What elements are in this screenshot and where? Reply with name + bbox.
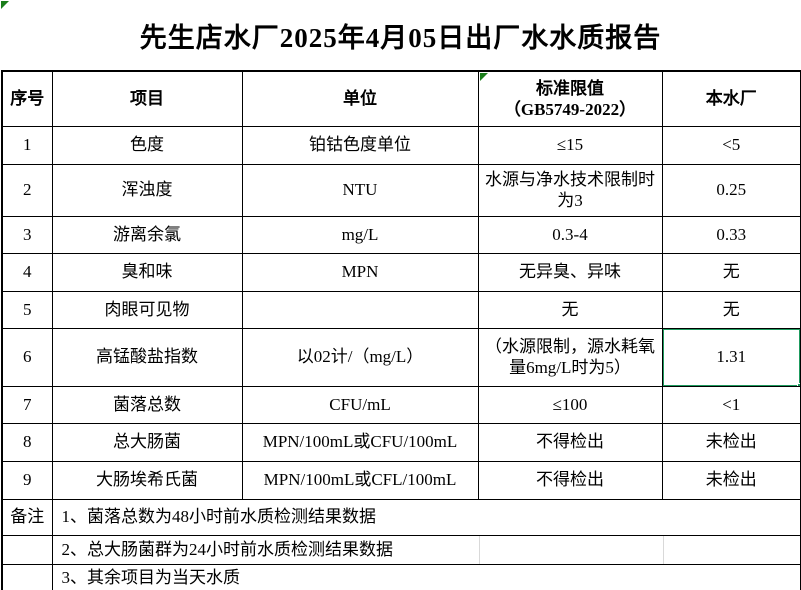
cell-item[interactable]: 大肠埃希氏菌	[51, 460, 243, 500]
table-row: 2 浑浊度 NTU 水源与净水技术限制时为3 0.25	[1, 163, 801, 217]
gridline	[478, 536, 480, 563]
note-text: 2、总大肠菌群为24小时前水质检测结果数据	[61, 539, 394, 559]
cell-limit[interactable]: 无异臭、异味	[477, 252, 663, 292]
cell-value[interactable]: <1	[661, 385, 801, 424]
title-cell[interactable]: 先生店水厂2025年4月05日出厂水水质报告	[0, 0, 801, 70]
cell-item[interactable]: 菌落总数	[51, 385, 243, 424]
table-row: 7 菌落总数 CFU/mL ≤100 <1	[1, 385, 801, 424]
cell-limit[interactable]: 不得检出	[477, 460, 663, 500]
table-row: 5 肉眼可见物 无 无	[1, 290, 801, 329]
cell-value[interactable]: 0.33	[661, 215, 801, 254]
gridline	[662, 536, 664, 563]
water-quality-table: 序号 项目 单位 标准限值 （GB5749-2022） 本水厂 1 色度 铂钴色…	[1, 70, 801, 590]
col-header-limit[interactable]: 标准限值 （GB5749-2022）	[477, 70, 663, 127]
table-row: 1 色度 铂钴色度单位 ≤15 <5	[1, 125, 801, 165]
cell-unit[interactable]: 铂钴色度单位	[241, 125, 479, 165]
col-header-limit-label: 标准限值 （GB5749-2022）	[503, 78, 637, 119]
cell-no[interactable]: 9	[1, 460, 53, 500]
cell-item[interactable]: 肉眼可见物	[51, 290, 243, 329]
cell-item[interactable]: 臭和味	[51, 252, 243, 292]
col-header-item[interactable]: 项目	[51, 70, 243, 127]
table-row: 3 游离余氯 mg/L 0.3-4 0.33	[1, 215, 801, 254]
selected-cell-value: 1.31	[716, 347, 747, 367]
cell-no[interactable]: 6	[1, 327, 53, 387]
cell-item[interactable]: 总大肠菌	[51, 422, 243, 462]
note-cell[interactable]: 3、其余项目为当天水质	[51, 563, 801, 590]
notes-empty-cell[interactable]	[1, 563, 53, 590]
cell-unit[interactable]: MPN	[241, 252, 479, 292]
cell-value[interactable]: 无	[661, 290, 801, 329]
cell-value[interactable]: <5	[661, 125, 801, 165]
cell-unit[interactable]: mg/L	[241, 215, 479, 254]
note-cell[interactable]: 2、总大肠菌群为24小时前水质检测结果数据	[51, 534, 801, 565]
cell-unit[interactable]	[241, 290, 479, 329]
cell-item[interactable]: 高锰酸盐指数	[51, 327, 243, 387]
cell-value[interactable]: 未检出	[661, 460, 801, 500]
page-title: 先生店水厂2025年4月05日出厂水水质报告	[139, 22, 662, 53]
table-row: 4 臭和味 MPN 无异臭、异味 无	[1, 252, 801, 292]
notes-empty-cell[interactable]	[1, 534, 53, 565]
note-cell[interactable]: 1、菌落总数为48小时前水质检测结果数据	[51, 498, 801, 536]
cell-no[interactable]: 1	[1, 125, 53, 165]
notes-row: 3、其余项目为当天水质	[1, 563, 801, 590]
cell-value[interactable]: 0.25	[661, 163, 801, 217]
cell-no[interactable]: 7	[1, 385, 53, 424]
cell-limit[interactable]: 不得检出	[477, 422, 663, 462]
cell-limit[interactable]: 水源与净水技术限制时为3	[477, 163, 663, 217]
table-row: 9 大肠埃希氏菌 MPN/100mL或CFL/100mL 不得检出 未检出	[1, 460, 801, 500]
cell-no[interactable]: 2	[1, 163, 53, 217]
cell-value-selected[interactable]: 1.31	[661, 327, 801, 387]
cell-no[interactable]: 3	[1, 215, 53, 254]
notes-label-cell[interactable]: 备注	[1, 498, 53, 536]
cell-unit[interactable]: 以02计/（mg/L）	[241, 327, 479, 387]
cell-no[interactable]: 5	[1, 290, 53, 329]
table-row: 6 高锰酸盐指数 以02计/（mg/L） （水源限制，源水耗氧量6mg/L时为5…	[1, 327, 801, 387]
cell-unit[interactable]: MPN/100mL或CFU/100mL	[241, 422, 479, 462]
table-row: 8 总大肠菌 MPN/100mL或CFU/100mL 不得检出 未检出	[1, 422, 801, 462]
notes-row: 备注 1、菌落总数为48小时前水质检测结果数据	[1, 498, 801, 536]
cell-unit[interactable]: NTU	[241, 163, 479, 217]
cell-item[interactable]: 色度	[51, 125, 243, 165]
cell-value[interactable]: 未检出	[661, 422, 801, 462]
col-header-no[interactable]: 序号	[1, 70, 53, 127]
cell-item[interactable]: 浑浊度	[51, 163, 243, 217]
fill-handle[interactable]	[797, 382, 800, 385]
cell-limit[interactable]: 无	[477, 290, 663, 329]
cell-unit[interactable]: CFU/mL	[241, 385, 479, 424]
cell-no[interactable]: 4	[1, 252, 53, 292]
cell-item[interactable]: 游离余氯	[51, 215, 243, 254]
notes-row: 2、总大肠菌群为24小时前水质检测结果数据	[1, 534, 801, 565]
cell-unit[interactable]: MPN/100mL或CFL/100mL	[241, 460, 479, 500]
col-header-plant[interactable]: 本水厂	[661, 70, 801, 127]
cell-no[interactable]: 8	[1, 422, 53, 462]
col-header-unit[interactable]: 单位	[241, 70, 479, 127]
header-row: 序号 项目 单位 标准限值 （GB5749-2022） 本水厂	[1, 70, 801, 127]
cell-limit[interactable]: 0.3-4	[477, 215, 663, 254]
error-indicator-icon	[479, 73, 488, 81]
cell-limit[interactable]: ≤15	[477, 125, 663, 165]
cell-limit[interactable]: （水源限制，源水耗氧量6mg/L时为5）	[477, 327, 663, 387]
cell-value[interactable]: 无	[661, 252, 801, 292]
cell-limit[interactable]: ≤100	[477, 385, 663, 424]
